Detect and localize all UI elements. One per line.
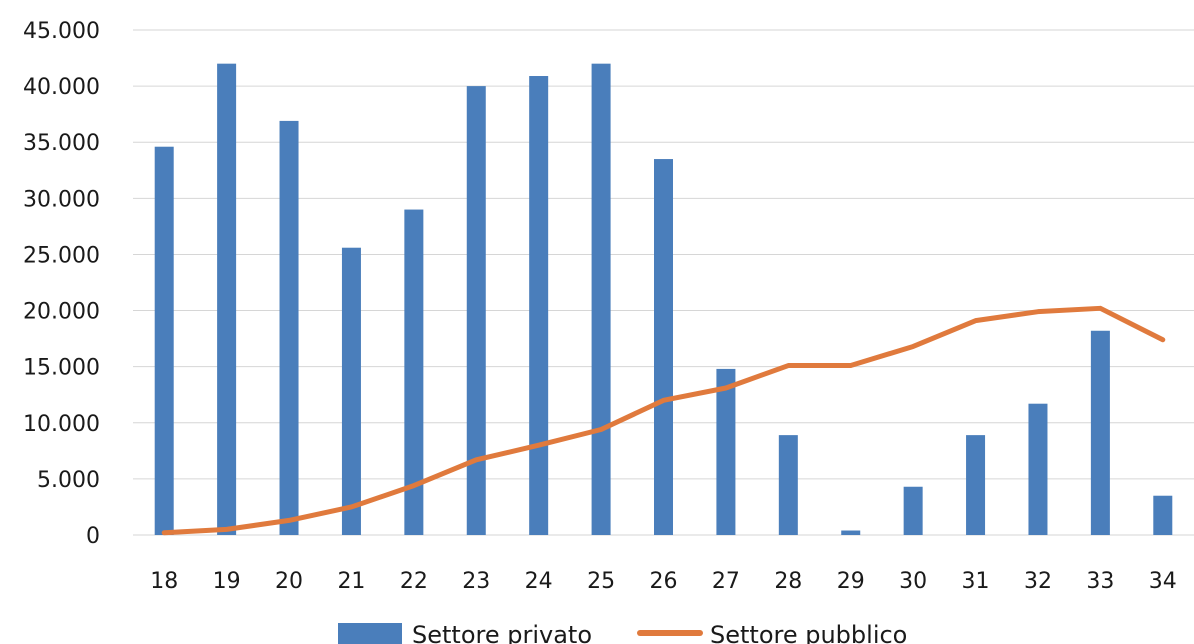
x-tick-label: 23	[462, 569, 490, 594]
bar	[217, 63, 237, 536]
legend-swatch-settore-privato	[338, 623, 402, 644]
bar	[778, 435, 798, 535]
bar	[279, 120, 299, 536]
y-tick-label: 40.000	[23, 75, 100, 100]
y-tick-label: 35.000	[23, 131, 100, 156]
bar	[841, 530, 861, 535]
x-tick-label: 33	[1086, 569, 1114, 594]
legend-label-settore-privato: Settore privato	[412, 621, 592, 644]
x-tick-label: 29	[837, 569, 865, 594]
y-tick-label: 30.000	[23, 187, 100, 212]
x-tick-label: 32	[1024, 569, 1052, 594]
bar	[1090, 330, 1110, 535]
x-tick-label: 25	[587, 569, 615, 594]
y-tick-label: 45.000	[23, 19, 100, 44]
x-tick-label: 31	[962, 569, 990, 594]
x-tick-label: 26	[650, 569, 678, 594]
x-tick-label: 19	[213, 569, 241, 594]
bar	[591, 63, 611, 536]
x-tick-label: 18	[150, 569, 178, 594]
x-tick-label: 20	[275, 569, 303, 594]
bar	[966, 435, 986, 535]
bar	[404, 209, 424, 536]
x-tick-label: 27	[712, 569, 740, 594]
y-tick-label: 20.000	[23, 300, 100, 325]
x-axis-tick-labels: 18 19 20 21 22 23 24 25 26 27 28 29 30 31 32 33 34	[150, 569, 1177, 594]
x-tick-label: 28	[774, 569, 802, 594]
x-tick-label: 34	[1149, 569, 1177, 594]
y-tick-label: 5.000	[37, 468, 100, 493]
line-path	[161, 305, 1166, 536]
bar	[654, 159, 673, 536]
x-tick-label: 30	[899, 569, 927, 594]
bar	[341, 247, 361, 535]
x-tick-label: 22	[400, 569, 428, 594]
y-tick-label: 0	[86, 524, 100, 549]
x-tick-label: 21	[337, 569, 365, 594]
legend-label-settore-pubblico: Settore pubblico	[710, 621, 907, 644]
y-axis-tick-labels: 0 5.000 10.000 15.000 20.000 25.000 30.000 35.0…	[23, 19, 100, 549]
bar	[716, 368, 736, 535]
y-tick-label: 25.000	[23, 243, 100, 268]
legend: Settore privato Settore pubblico	[338, 621, 907, 644]
bar	[1028, 403, 1048, 535]
y-tick-label: 10.000	[23, 412, 100, 437]
bar	[529, 76, 549, 535]
bar	[466, 86, 486, 535]
bar	[903, 486, 923, 535]
x-tick-label: 24	[525, 569, 553, 594]
y-tick-label: 15.000	[23, 356, 100, 381]
series-settore-privato-bars	[154, 63, 1173, 536]
bar	[1153, 495, 1173, 535]
bar	[154, 146, 174, 535]
series-settore-pubblico-line	[161, 305, 1166, 536]
